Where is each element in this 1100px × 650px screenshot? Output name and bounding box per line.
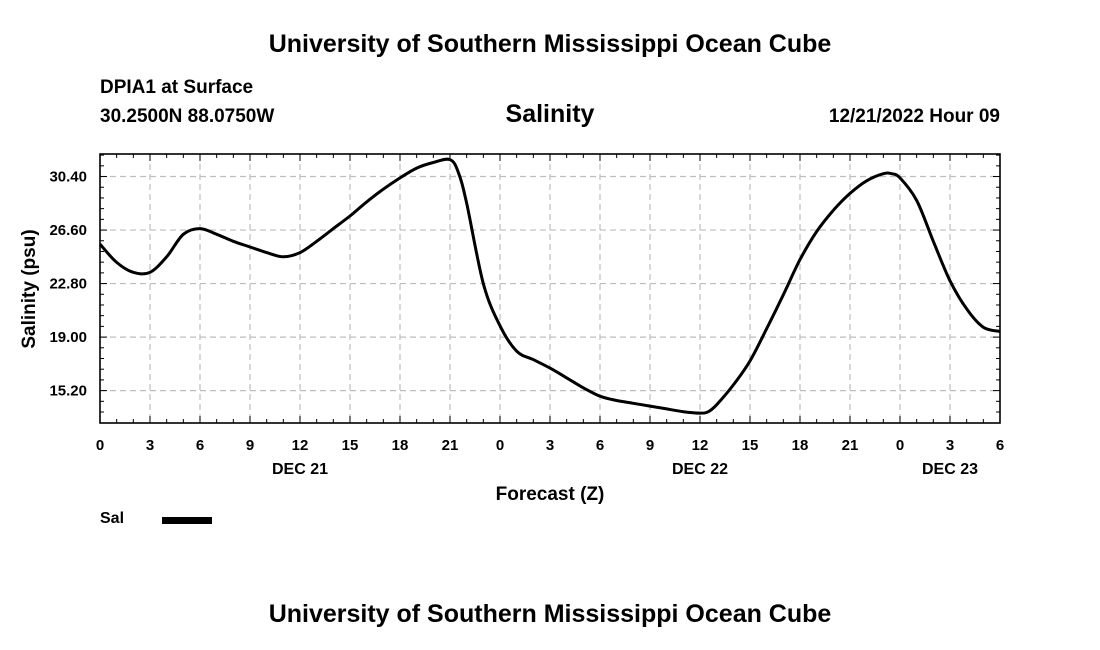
footer-title: University of Southern Mississippi Ocean…: [268, 600, 832, 628]
x-date-label: DEC 22: [672, 461, 728, 478]
x-tick-label: 0: [496, 437, 504, 454]
x-tick-label: 21: [842, 437, 859, 454]
y-tick-label: 15.20: [49, 383, 87, 400]
x-tick-label: 12: [292, 437, 309, 454]
labels-layer: Forecast (Z) Salinity (psu) 0 3 6 9 12 15 18 21…: [19, 169, 1004, 505]
x-tick-label: 18: [792, 437, 809, 454]
station-label: DPIA1 at Surface: [100, 77, 254, 98]
x-tick-label: 6: [996, 437, 1004, 454]
grid-layer: [100, 154, 1000, 423]
series-layer: [98, 157, 1001, 415]
x-tick-label: 9: [646, 437, 654, 454]
x-tick-label: 12: [692, 437, 709, 454]
page-title: University of Southern Mississippi Ocean…: [268, 30, 832, 58]
x-date-label: DEC 23: [922, 461, 978, 478]
x-tick-label: 3: [946, 437, 954, 454]
parameter-title: Salinity: [505, 100, 595, 128]
x-tick-label: 3: [546, 437, 554, 454]
coordinates-label: 30.2500N 88.0750W: [100, 106, 275, 127]
series-line-sal: [98, 157, 1001, 415]
y-tick-label: 19.00: [49, 329, 87, 346]
x-tick-label: 6: [196, 437, 204, 454]
x-tick-label: 18: [392, 437, 409, 454]
legend-label: Sal: [100, 510, 125, 527]
y-tick-label: 22.80: [49, 276, 87, 293]
x-tick-label: 6: [596, 437, 604, 454]
y-axis-title: Salinity (psu): [19, 229, 40, 348]
x-axis-title: Forecast (Z): [496, 484, 605, 505]
x-tick-label: 21: [442, 437, 459, 454]
x-tick-label: 15: [742, 437, 759, 454]
x-tick-label: 0: [96, 437, 104, 454]
timestamp-label: 12/21/2022 Hour 09: [828, 106, 1000, 127]
y-tick-label: 30.40: [49, 169, 87, 186]
x-tick-label: 3: [146, 437, 154, 454]
x-date-label: DEC 21: [272, 461, 328, 478]
axes-layer: [99, 153, 1001, 424]
x-tick-label: 0: [896, 437, 904, 454]
x-tick-label: 9: [246, 437, 254, 454]
legend-swatch: [162, 517, 212, 524]
y-tick-label: 26.60: [49, 222, 87, 239]
x-tick-label: 15: [342, 437, 359, 454]
